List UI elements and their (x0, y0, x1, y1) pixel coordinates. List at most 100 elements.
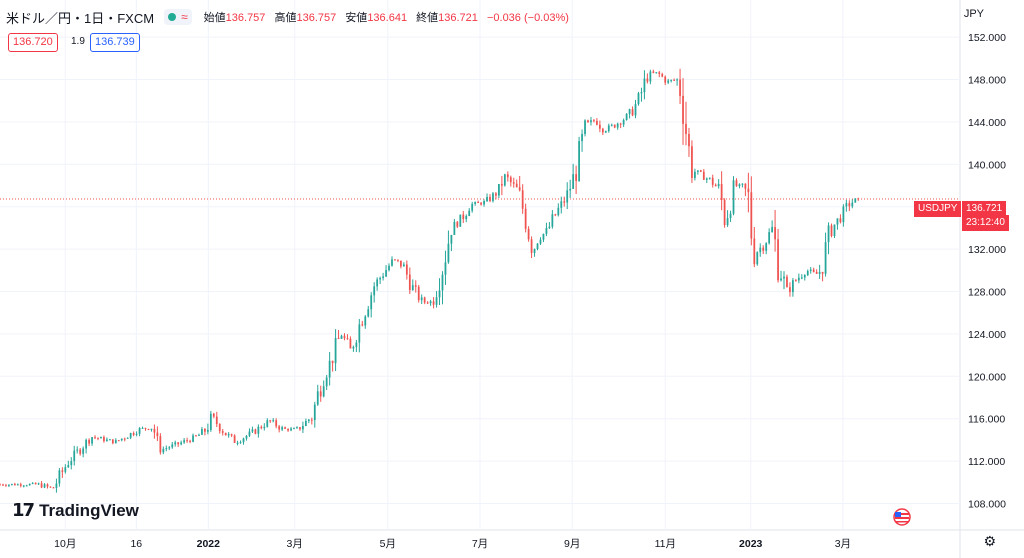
candle-body (596, 120, 598, 125)
candle-body (759, 247, 762, 253)
candle-body (432, 301, 435, 305)
candle-body (783, 276, 785, 279)
candle-body (153, 428, 156, 433)
y-tick-label: 128.000 (968, 287, 1006, 299)
candle-body (40, 483, 43, 488)
candle-body (28, 483, 31, 486)
candle-body (64, 467, 67, 472)
candle-body (278, 426, 281, 430)
candle-body (138, 428, 141, 434)
candle-body (37, 483, 40, 485)
candle-body (495, 193, 497, 196)
x-tick-label: 9月 (564, 538, 580, 550)
candle-body (598, 124, 601, 129)
candle-body (833, 224, 836, 237)
candle-body (765, 243, 768, 251)
sell-button[interactable]: 136.720 (8, 33, 58, 52)
candle-body (539, 239, 542, 244)
candle-body (55, 483, 58, 488)
symbol-title[interactable]: 米ドル／円・1日・FXCM (6, 10, 155, 26)
candle-body (515, 183, 518, 188)
candle-body (797, 277, 800, 281)
tradingview-logo[interactable]: 𝟭𝟳 TradingView (12, 500, 139, 521)
candle-body (230, 434, 233, 436)
candle-body (313, 404, 316, 421)
candle-body (593, 120, 595, 122)
candle-body (299, 427, 301, 430)
candle-body (634, 104, 637, 116)
candle-body (527, 228, 530, 240)
candle-body (408, 274, 411, 291)
candle-body (22, 485, 25, 487)
candle-body (215, 416, 218, 425)
candle-body (85, 439, 88, 449)
candle-body (628, 109, 631, 114)
candle-body (533, 249, 536, 253)
x-tick-label: 11月 (655, 538, 676, 550)
currency-label[interactable]: JPY (963, 8, 984, 20)
candle-body (180, 442, 183, 445)
candle-body (768, 232, 771, 244)
candle-body (5, 485, 7, 487)
candle-body (750, 192, 753, 239)
buy-button[interactable]: 136.739 (90, 33, 140, 52)
candle-body (726, 218, 729, 226)
candle-body (854, 198, 857, 203)
candle-body (310, 419, 313, 421)
us-flag-icon[interactable] (891, 508, 913, 526)
candle-body (94, 437, 96, 439)
candle-body (242, 438, 245, 443)
candle-body (385, 270, 387, 277)
candle-body (670, 79, 673, 81)
candle-body (49, 486, 52, 488)
candle-body (402, 264, 405, 267)
candle-body (444, 262, 447, 275)
candle-body (685, 123, 687, 134)
candle-body (346, 338, 349, 340)
candle-body (108, 439, 111, 441)
candle-body (679, 79, 681, 96)
candle-body (536, 243, 539, 250)
candle-body (590, 120, 592, 123)
candle-body (572, 174, 575, 189)
candle-body (79, 449, 82, 454)
logo-text: TradingView (39, 500, 139, 520)
candle-body (343, 335, 346, 339)
y-tick-label: 116.000 (968, 414, 1005, 426)
candle-body (379, 277, 382, 280)
candle-body (337, 337, 340, 339)
candle-body (462, 214, 465, 220)
candle-body (16, 484, 19, 486)
y-tick-label: 112.000 (968, 456, 1005, 468)
candle-body (248, 431, 251, 436)
candle-body (382, 276, 384, 278)
candle-body (542, 233, 545, 240)
status-indicators[interactable]: ≈ (164, 9, 192, 25)
candle-body (459, 214, 462, 227)
candle-body (61, 470, 64, 472)
candle-body (212, 413, 215, 417)
candle-body (771, 227, 774, 233)
candle-body (400, 260, 402, 267)
change-value: −0.036 (−0.03%) (486, 12, 569, 24)
open-value: 136.757 (225, 12, 266, 24)
gear-icon[interactable]: ⚙ (983, 533, 996, 549)
candle-body (780, 278, 782, 281)
candle-body (471, 203, 474, 211)
candle-body (587, 120, 589, 123)
candle-body (447, 243, 450, 263)
candle-body (477, 202, 480, 204)
high-value: 136.757 (296, 12, 337, 24)
candle-body (340, 335, 343, 339)
y-tick-label: 108.000 (968, 499, 1006, 511)
candle-body (506, 174, 509, 178)
candle-body (257, 426, 260, 434)
candle-body (498, 184, 500, 196)
candle-body (622, 120, 625, 125)
candle-body (13, 483, 16, 486)
candle-body (0, 484, 1, 486)
candle-body (331, 360, 334, 364)
candle-body (453, 221, 456, 235)
